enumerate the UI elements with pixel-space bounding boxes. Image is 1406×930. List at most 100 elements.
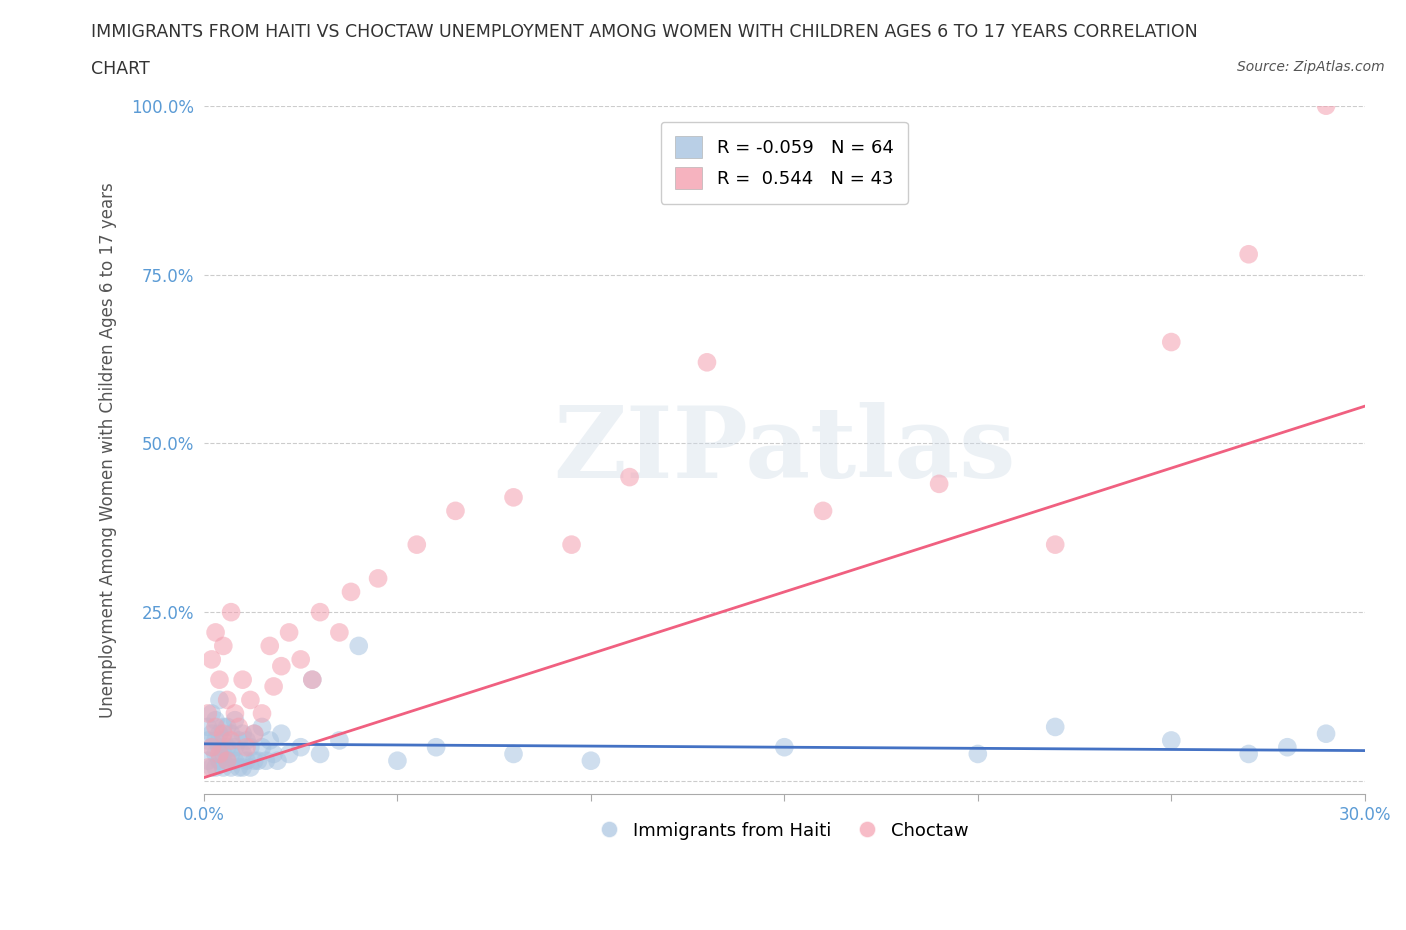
Point (201, 652, 224, 667)
Point (204, 625, 226, 640)
Point (966, 747, 988, 762)
Point (266, 753, 288, 768)
Point (239, 739, 262, 754)
Point (254, 753, 277, 768)
Point (197, 753, 219, 768)
Point (208, 747, 231, 762)
Legend: Immigrants from Haiti, Choctaw: Immigrants from Haiti, Choctaw (593, 815, 976, 847)
Point (235, 739, 257, 754)
Point (247, 753, 270, 768)
Point (263, 679, 285, 694)
Point (204, 733, 226, 748)
Point (201, 739, 224, 754)
Point (224, 739, 246, 754)
Point (239, 693, 262, 708)
Point (579, 753, 602, 768)
Text: Source: ZipAtlas.com: Source: ZipAtlas.com (1237, 60, 1385, 74)
Point (290, 652, 312, 667)
Point (219, 760, 242, 775)
Point (197, 733, 219, 748)
Point (235, 753, 257, 768)
Point (502, 490, 524, 505)
Point (328, 733, 350, 748)
Point (340, 584, 363, 599)
Point (228, 720, 250, 735)
Point (243, 726, 266, 741)
Point (309, 747, 332, 762)
Point (235, 733, 257, 748)
Point (278, 747, 301, 762)
Point (204, 760, 226, 775)
Point (1315, 726, 1337, 741)
Point (1277, 739, 1299, 754)
Text: IMMIGRANTS FROM HAITI VS CHOCTAW UNEMPLOYMENT AMONG WOMEN WITH CHILDREN AGES 6 T: IMMIGRANTS FROM HAITI VS CHOCTAW UNEMPLO… (91, 23, 1198, 41)
Point (224, 706, 246, 721)
Point (259, 639, 281, 654)
Point (204, 747, 226, 762)
Point (219, 747, 242, 762)
Point (201, 706, 224, 721)
Point (212, 760, 235, 775)
Point (228, 733, 250, 748)
Point (278, 625, 301, 640)
Point (239, 760, 262, 775)
Point (270, 658, 292, 673)
Point (561, 538, 583, 552)
Point (270, 726, 292, 741)
Point (197, 706, 219, 721)
Point (259, 733, 281, 748)
Point (232, 672, 254, 687)
Point (263, 747, 285, 762)
Point (208, 739, 231, 754)
Point (928, 476, 950, 491)
Text: CHART: CHART (91, 60, 150, 78)
Point (204, 712, 226, 727)
Point (1237, 246, 1260, 261)
Point (619, 470, 641, 485)
Point (811, 503, 834, 518)
Point (208, 693, 231, 708)
Point (217, 693, 239, 708)
Point (405, 538, 427, 552)
Point (224, 712, 246, 727)
Point (204, 720, 226, 735)
Point (201, 726, 224, 741)
Point (208, 726, 231, 741)
Point (219, 604, 242, 619)
Point (1160, 733, 1182, 748)
Point (243, 726, 266, 741)
Text: ZIPatlas: ZIPatlas (553, 402, 1015, 498)
Point (387, 753, 409, 768)
Point (290, 739, 312, 754)
Point (347, 639, 370, 654)
Point (217, 753, 239, 768)
Point (219, 733, 242, 748)
Point (367, 571, 389, 586)
Point (208, 753, 231, 768)
Point (232, 726, 254, 741)
Point (201, 760, 224, 775)
Point (250, 706, 273, 721)
Point (201, 739, 224, 754)
Point (309, 604, 332, 619)
Point (217, 739, 239, 754)
Point (212, 639, 235, 654)
Point (219, 726, 242, 741)
Point (328, 625, 350, 640)
Point (301, 672, 323, 687)
Point (773, 739, 796, 754)
Point (502, 747, 524, 762)
Point (1315, 99, 1337, 113)
Point (212, 720, 235, 735)
Point (232, 760, 254, 775)
Point (212, 733, 235, 748)
Point (197, 760, 219, 775)
Point (1045, 720, 1067, 735)
Point (208, 672, 231, 687)
Point (217, 753, 239, 768)
Point (250, 720, 273, 735)
Point (250, 739, 273, 754)
Point (444, 503, 467, 518)
Y-axis label: Unemployment Among Women with Children Ages 6 to 17 years: Unemployment Among Women with Children A… (100, 182, 117, 718)
Point (232, 747, 254, 762)
